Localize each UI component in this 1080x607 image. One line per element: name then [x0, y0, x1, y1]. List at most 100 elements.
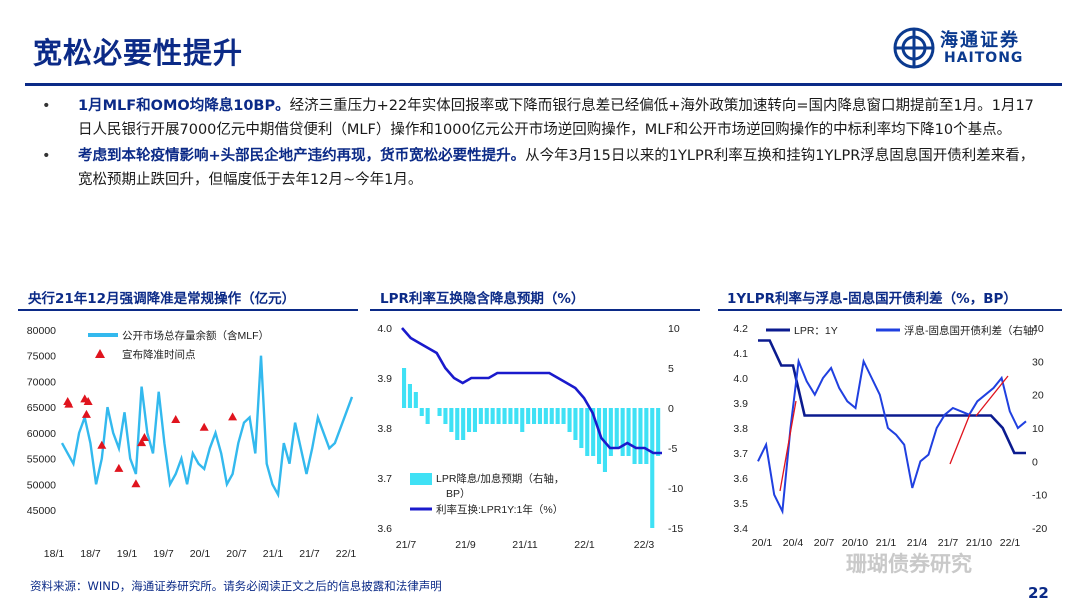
chart1-x-tick: 19/1 [117, 548, 138, 560]
chart3-y2-tick: 40 [1032, 323, 1044, 335]
chart2-y2-tick: 10 [668, 323, 680, 335]
logo-english: HAITONG [944, 50, 1024, 66]
chart3-trend-arrow-icon [949, 413, 971, 465]
chart2-y2-tick: 0 [668, 403, 674, 415]
chart2-bar [537, 408, 542, 424]
chart3-y-tick: 4.1 [733, 348, 748, 360]
chart3-y-tick: 3.4 [733, 523, 748, 535]
chart2-bar [602, 408, 607, 472]
chart2-underline [370, 309, 700, 311]
chart2-legend-label2: 利率互换:LPR1Y:1年（%） [436, 503, 563, 516]
chart1-y-tick: 50000 [27, 479, 56, 491]
chart3-y-tick: 3.5 [733, 498, 748, 510]
chart3-y2-tick: 10 [1032, 423, 1044, 435]
chart1-x-tick: 22/1 [336, 548, 357, 560]
chart1-marker [64, 399, 74, 408]
chart3-x-tick: 20/4 [783, 537, 804, 549]
chart2-bar [567, 408, 572, 432]
chart2-bar [402, 368, 407, 408]
bullet-text: 从今年3月15日以来的1YLPR利率互换和挂钩1YLPR浮息固息国开债利差来看，… [78, 148, 1035, 188]
chart1-series-line [60, 355, 354, 499]
chart3-x-tick: 20/1 [752, 537, 773, 549]
chart3-x-tick: 20/7 [814, 537, 835, 549]
chart2-bar [484, 408, 489, 424]
bullet-item: • 考虑到本轮疫情影响+头部民企地产违约再现，货币宽松必要性提升。从今年3月15… [42, 144, 1042, 192]
chart1-marker [137, 438, 147, 447]
chart1-legend-label: 公开市场总存量余额（含MLF） [122, 329, 269, 342]
chart3-svg: 3.4 3.5 3.6 3.7 3.8 3.9 4.0 4.1 4.2 -20 -10 0 10 20 30… [733, 323, 1047, 549]
chart1-underline [18, 309, 358, 311]
chart2-bar [461, 408, 466, 440]
chart1-y-tick: 45000 [27, 505, 56, 517]
chart2-bar [579, 408, 584, 448]
chart2-y2-tick: -5 [668, 443, 677, 455]
chart2-bar [561, 408, 566, 424]
chart3-x-tick: 21/10 [966, 537, 992, 549]
bullet-dot: • [42, 98, 51, 114]
haitong-logo-icon [893, 27, 935, 69]
chart3-y2-tick: 30 [1032, 356, 1044, 368]
chart2-y-tick: 3.9 [377, 373, 392, 385]
chart1-x-tick: 21/1 [263, 548, 284, 560]
title-divider [25, 83, 1062, 86]
chart1-title: 央行21年12月强调降准是常规操作（亿元） [28, 291, 296, 307]
chart2-series-line [401, 327, 662, 455]
chart1-x-tick: 19/7 [153, 548, 174, 560]
chart2-bar [472, 408, 477, 432]
bullet-text: 经济三重压力+22年实体回报率或下降而银行息差已经偏低+海外政策加速转向=国内降… [78, 98, 1034, 138]
chart1-y-tick: 70000 [27, 376, 56, 388]
chart1-y-tick: 80000 [27, 325, 56, 337]
bullet-heading: 1月MLF和OMO均降息10BP。 [78, 98, 290, 114]
chart2-bar [467, 408, 472, 432]
chart2-x-tick: 22/3 [634, 539, 655, 551]
chart1-x-tick: 20/7 [226, 548, 247, 560]
chart2-bar [644, 408, 649, 464]
chart1-marker [97, 440, 107, 449]
chart1-x-tick: 18/1 [44, 548, 65, 560]
chart1-legend-label2: 宣布降准时间点 [122, 348, 196, 361]
page-number: 22 [1028, 584, 1049, 602]
chart3-y-tick: 4.2 [733, 323, 748, 335]
chart2-y-tick: 3.7 [377, 473, 392, 485]
chart3-y2-tick: -10 [1032, 490, 1047, 502]
chart3-y2-tick: 20 [1032, 390, 1044, 402]
chart3-x-tick: 21/1 [876, 537, 897, 549]
chart2-y-tick: 4.0 [377, 323, 392, 335]
chart2-bar [496, 408, 501, 424]
chart1-marker [81, 409, 91, 418]
chart2-bar [520, 408, 525, 432]
bullet-heading: 考虑到本轮疫情影响+头部民企地产违约再现，货币宽松必要性提升。 [78, 148, 526, 164]
chart2-bar [502, 408, 507, 424]
chart1-y-tick: 65000 [27, 402, 56, 414]
chart1-marker [199, 422, 209, 431]
chart3-legend-label2: 浮息-固息国开债利差（右轴） [904, 324, 1044, 337]
chart3-title: 1YLPR利率与浮息-固息国开债利差（%，BP） [727, 291, 1017, 307]
chart2-bar [455, 408, 460, 440]
chart2-x-tick: 22/1 [574, 539, 595, 551]
chart3-y-tick: 3.8 [733, 423, 748, 435]
chart2-y-tick: 3.6 [377, 523, 392, 535]
chart3-y-tick: 3.6 [733, 473, 748, 485]
chart2-y2-tick: -10 [668, 483, 683, 495]
chart1-marker [114, 463, 124, 472]
bullet-dot: • [42, 148, 51, 164]
chart2-bar [526, 408, 531, 424]
chart2-bar [419, 408, 424, 416]
chart3-trend-arrow-icon [975, 375, 1009, 417]
bullet-item: • 1月MLF和OMO均降息10BP。经济三重压力+22年实体回报率或下降而银行… [42, 94, 1042, 142]
chart2-bar [614, 408, 619, 448]
chart2-bar [626, 408, 631, 456]
chart2-bar [514, 408, 519, 424]
chart2-bar [437, 408, 442, 416]
chart1-x-tick: 18/7 [80, 548, 101, 560]
chart1-y-tick: 60000 [27, 428, 56, 440]
chart1-marker [171, 415, 181, 423]
chart1-x-tick: 20/1 [190, 548, 211, 560]
bullet-list: • 1月MLF和OMO均降息10BP。经济三重压力+22年实体回报率或下降而银行… [42, 94, 1042, 194]
chart2-bar [573, 408, 578, 440]
chart2-x-tick: 21/11 [512, 539, 538, 551]
chart2-bar [425, 408, 430, 424]
chart3-y-tick: 3.7 [733, 448, 748, 460]
chart2-title: LPR利率互换隐含降息预期（%） [380, 291, 585, 307]
chart2-bar [650, 408, 655, 528]
